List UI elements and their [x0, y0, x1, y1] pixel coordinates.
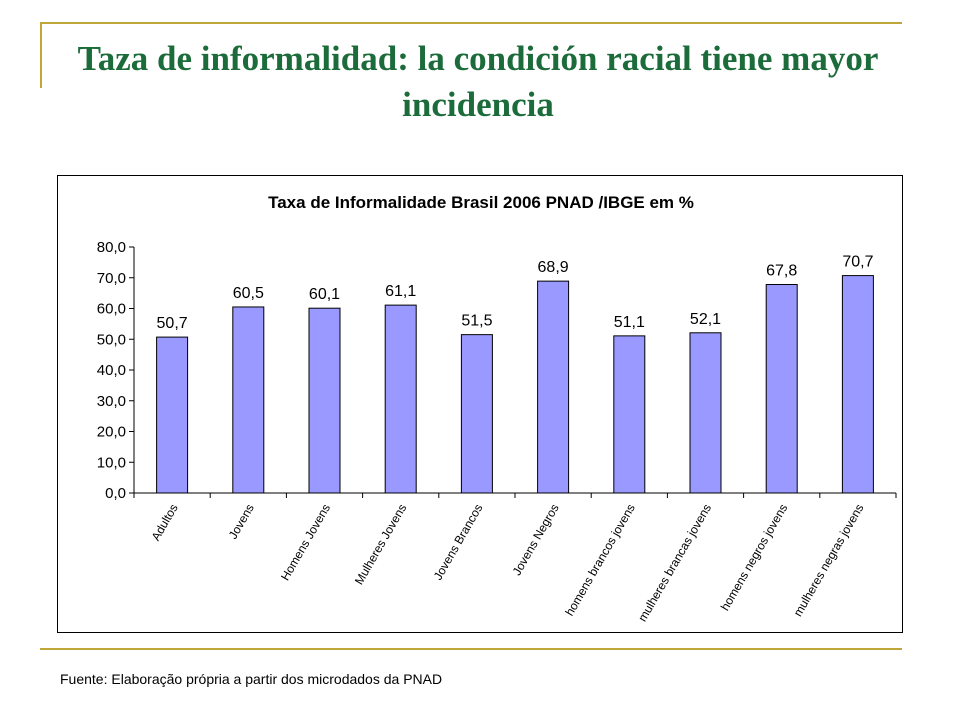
data-label: 61,1: [385, 283, 416, 300]
y-tick-label: 30,0: [97, 393, 126, 410]
chart-area: Taxa de Informalidade Brasil 2006 PNAD /…: [57, 175, 903, 633]
y-tick-label: 10,0: [97, 454, 126, 471]
bar-chart: Taxa de Informalidade Brasil 2006 PNAD /…: [97, 193, 897, 624]
bar: [308, 307, 341, 494]
category-label: Mulheres Jovens: [352, 502, 409, 588]
data-label: 70,7: [842, 254, 873, 271]
y-tick-label: 20,0: [97, 424, 126, 441]
bar: [841, 275, 874, 494]
bar: [537, 280, 570, 494]
y-tick-label: 60,0: [97, 301, 126, 318]
bar: [613, 335, 646, 494]
data-label: 50,7: [157, 315, 188, 332]
category-label: Homens Jovens: [278, 502, 333, 584]
chart-title: Taxa de Informalidade Brasil 2006 PNAD /…: [268, 193, 694, 212]
bar: [765, 284, 798, 494]
data-label: 51,1: [614, 314, 645, 331]
y-tick-label: 0,0: [105, 485, 126, 502]
bars: [156, 275, 874, 494]
y-tick-label: 70,0: [97, 270, 126, 287]
y-tick-label: 40,0: [97, 362, 126, 379]
side-rule: [40, 22, 42, 88]
y-tick-label: 80,0: [97, 239, 126, 256]
category-label: Adultos: [149, 502, 181, 544]
data-label: 60,5: [233, 285, 264, 302]
bar: [460, 334, 493, 494]
data-label: 67,8: [766, 263, 797, 280]
category-label: homens brancos jovens: [562, 502, 637, 619]
category-label: mulheres brancas jovens: [635, 502, 714, 625]
category-label: Jovens: [226, 502, 257, 542]
bar: [384, 304, 417, 494]
category-label: homens negros jovens: [718, 502, 790, 614]
y-tick-label: 50,0: [97, 331, 126, 348]
bar: [689, 332, 722, 494]
bar: [232, 306, 265, 494]
data-label: 52,1: [690, 311, 721, 328]
top-rule: [40, 22, 902, 24]
category-label: Jovens Negros: [510, 501, 562, 577]
bar: [156, 336, 189, 494]
value-labels: 50,7 60,5 60,1 61,1 51,5 68,9 51,1 52,1 67,8 70,7: [157, 254, 874, 333]
source-footnote: Fuente: Elaboração própria a partir dos …: [60, 671, 443, 687]
category-label: Jovens Brancos: [431, 502, 486, 583]
slide-title: Taza de informalidad: la condición racia…: [77, 39, 879, 124]
data-label: 51,5: [461, 313, 492, 330]
data-label: 68,9: [538, 259, 569, 276]
category-labels: Adultos Jovens Homens Jovens Mulheres Joven…: [149, 501, 867, 624]
bottom-rule: [40, 648, 902, 650]
data-label: 60,1: [309, 286, 340, 303]
category-label: mulheres negras jovens: [791, 502, 867, 619]
